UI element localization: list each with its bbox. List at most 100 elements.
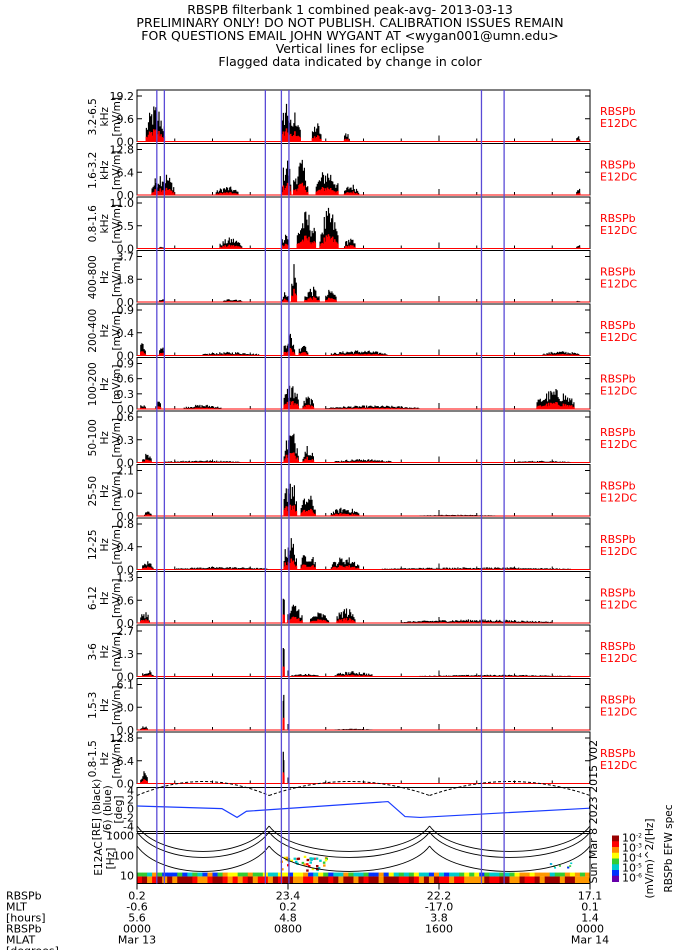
spectrogram-panel: 1000 100 10 E12AC [Hz] Sun Mar 8 2023 2015 V0… [93, 740, 675, 899]
spectrogram-cell [398, 872, 405, 877]
spectrogram-cell [182, 876, 188, 884]
spectrogram-cell [192, 872, 198, 877]
spectrogram-cell [217, 876, 224, 884]
spectrogram-cell [333, 872, 339, 877]
side-label-probe: RBSPb [600, 693, 636, 706]
peak-series [159, 207, 581, 249]
y-axis-label: [mV/m] [111, 258, 123, 297]
spectrogram-cell [313, 872, 319, 877]
panel-frame [136, 143, 591, 196]
spectrogram-cell [373, 876, 380, 884]
y-tick-label: 0.6 [117, 411, 135, 424]
spectrogram-cell [319, 859, 322, 862]
footer-value: 17.1 [578, 890, 603, 903]
spectrogram-cell [444, 876, 450, 884]
y-tick-label: 0.0 [117, 136, 135, 149]
spectrogram-cell [574, 876, 581, 884]
spectrogram-cell [509, 876, 515, 884]
spectrogram-cell [252, 872, 259, 877]
peak-series [140, 694, 373, 730]
spectrogram-cell [282, 876, 289, 884]
side-label-probe: RBSPb [600, 105, 636, 118]
title-line-1: PRELIMINARY ONLY! DO NOT PUBLISH. CALIBR… [136, 15, 563, 30]
spectrogram-cell [247, 872, 254, 877]
y-tick-label: 3.7 [117, 251, 135, 264]
y-axis-label: 1.5-3 [87, 692, 99, 719]
spectrogram-cell [294, 860, 298, 864]
panel-frame [136, 464, 591, 517]
spectrogram-cell [172, 876, 178, 884]
spectrogram-cell [232, 876, 239, 884]
spectrogram-cell [281, 868, 284, 871]
spectrogram-cell [257, 876, 264, 884]
spectrogram-cell [574, 872, 581, 877]
y-axis-label: [mV/m] [111, 204, 123, 243]
spectrogram-cell [192, 876, 198, 884]
footer-row-label: RBSPb [6, 923, 42, 936]
spectrogram-cell [378, 876, 385, 884]
spectrogram-cell [509, 872, 515, 877]
spectrogram-cell [469, 876, 475, 884]
y-axis-label: kHz [99, 160, 111, 180]
spectrogram-cell [383, 872, 390, 877]
footer-row-label: [degrees] [6, 945, 59, 950]
avg-series [141, 452, 571, 463]
spectrogram-cell [338, 872, 344, 877]
y-axis-label: Hz [99, 431, 111, 445]
spectrogram-cell [403, 876, 410, 884]
spectrogram-cell [311, 867, 315, 871]
panel-frame [136, 833, 591, 884]
footer-value: 22.2 [427, 890, 452, 903]
y-axis-label: Hz [99, 645, 111, 659]
side-label-probe: RBSPb [600, 158, 636, 171]
y-tick-label: 3.0 [117, 701, 135, 714]
spectrogram-cell [554, 876, 561, 884]
panel-frame [136, 624, 591, 677]
spectrogram-cell [318, 872, 324, 877]
y-axis-label: [mV/m] [111, 418, 123, 457]
spectrogram-cell [217, 872, 224, 877]
spectrogram-cell [323, 872, 329, 877]
spectrogram-cell [358, 872, 364, 877]
side-label-antenna: E12DC [600, 705, 637, 718]
colorbar-tick-exponent: -5 [636, 863, 642, 870]
footer-value: Mar 13 [118, 934, 156, 947]
y-tick-label: 0.0 [117, 296, 135, 309]
side-label-probe: RBSPb [600, 747, 636, 760]
position-panel: 420-2-4 [RE] (black)/6) (blue) [deg] [91, 779, 591, 840]
spectrogram-cell [433, 876, 440, 884]
footer-row-label: [hours] [6, 912, 46, 925]
footer-value: 5.6 [128, 912, 146, 925]
spectrogram-cell [464, 872, 470, 877]
side-label-antenna: E12DC [600, 545, 637, 558]
mlt-curve [136, 800, 591, 819]
spectrogram-cell [353, 876, 359, 884]
y-axis-label: [mV/m] [111, 579, 123, 618]
spectrogram-cell [489, 872, 495, 877]
spectrogram-cell [242, 872, 249, 877]
peak-series [142, 433, 571, 463]
spectrogram-cell [388, 872, 395, 877]
spectrogram-cell [363, 872, 370, 877]
y-tick-label: 0.8 [117, 518, 135, 531]
spectrogram-cell [306, 858, 310, 862]
spectrogram-cell [142, 876, 148, 884]
footer-value: -17.0 [425, 901, 453, 914]
spectrogram-cell [197, 876, 203, 884]
colorbar-label: (mV/m)^2/[Hz] [644, 819, 656, 899]
y-tick-label: 0.4 [117, 541, 135, 554]
footer-value: 3.8 [430, 912, 448, 925]
y-tick-label: 2.7 [117, 625, 135, 638]
spectrogram-cell [519, 872, 526, 877]
spectrogram-cell [343, 876, 349, 884]
colorbar-segment [612, 835, 619, 842]
spectrogram-cell [549, 872, 556, 877]
spectrogram-cell [413, 872, 420, 877]
spectrogram-cell [570, 862, 573, 865]
y-axis-label: 12-25 [87, 529, 99, 560]
side-label-probe: RBSPb [600, 586, 636, 599]
y-tick-label: 0.0 [117, 510, 135, 523]
